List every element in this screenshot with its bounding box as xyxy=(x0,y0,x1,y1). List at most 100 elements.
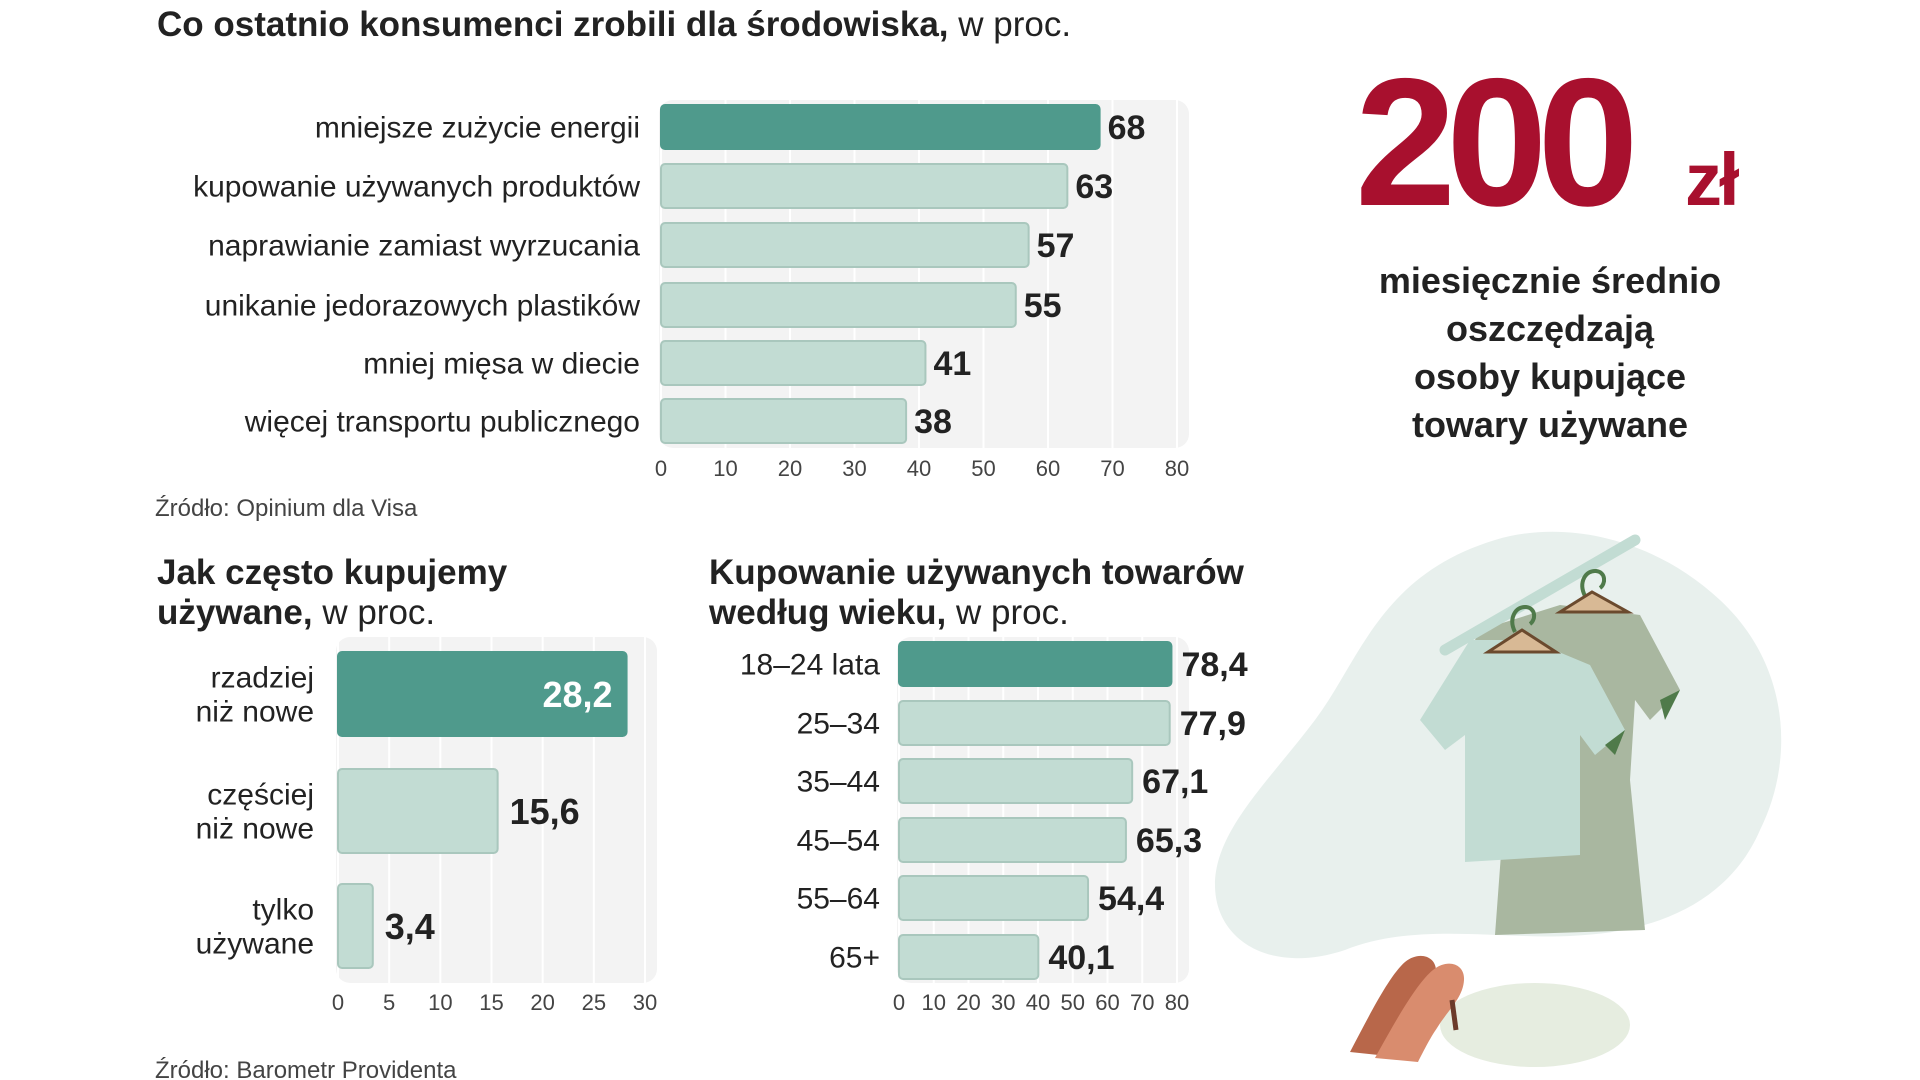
frequency-bar xyxy=(337,768,499,854)
environment-bar xyxy=(660,398,908,444)
environment-category-label: mniejsze zużycie energii xyxy=(315,112,640,145)
chart-age-plot: 78,4 18–24 lata 77,9 25–34 67,1 35–44 65,3 45–5… xyxy=(740,637,1248,1015)
age-bar xyxy=(898,817,1127,863)
environment-bar xyxy=(660,340,927,386)
age-category-label: 25–34 xyxy=(797,708,880,741)
age-bar xyxy=(898,875,1090,921)
environment-value-label: 38 xyxy=(914,403,952,441)
highlight-unit: zł xyxy=(1685,138,1739,221)
frequency-category-label: tylko xyxy=(252,894,314,927)
highlight-number: 200 xyxy=(1355,40,1631,244)
environment-category-label: naprawianie zamiast wyrzucania xyxy=(208,230,640,263)
frequency-value-label: 15,6 xyxy=(510,791,580,832)
age-category-label: 35–44 xyxy=(797,766,880,799)
shoe-left xyxy=(1350,955,1437,1056)
age-tick-label: 80 xyxy=(1165,990,1189,1015)
clothes-illustration xyxy=(1215,531,1782,1067)
frequency-tick-label: 10 xyxy=(428,990,452,1015)
frequency-category-label: używane xyxy=(196,927,314,960)
age-value-label: 65,3 xyxy=(1136,822,1202,860)
environment-value-label: 57 xyxy=(1037,227,1075,265)
environment-tick-label: 80 xyxy=(1165,456,1189,481)
age-bar xyxy=(898,700,1171,746)
frequency-tick-label: 30 xyxy=(633,990,657,1015)
hanger-left xyxy=(1482,628,1562,654)
environment-bar xyxy=(660,222,1030,268)
age-category-label: 18–24 lata xyxy=(740,649,880,682)
age-value-label: 54,4 xyxy=(1098,880,1164,918)
environment-tick-label: 20 xyxy=(778,456,802,481)
chart-environment-title: Co ostatnio konsumenci zrobili dla środo… xyxy=(157,5,1071,44)
age-bar xyxy=(898,758,1134,804)
environment-tick-label: 30 xyxy=(842,456,866,481)
frequency-tick-label: 25 xyxy=(582,990,606,1015)
chart-frequency-title-line2: używane, w proc. xyxy=(157,593,435,632)
highlight-caption-line1: miesięcznie średnio xyxy=(1379,260,1721,301)
age-value-label: 78,4 xyxy=(1181,646,1247,684)
environment-category-label: więcej transportu publicznego xyxy=(244,406,640,439)
environment-tick-label: 50 xyxy=(971,456,995,481)
age-tick-label: 50 xyxy=(1061,990,1085,1015)
environment-tick-label: 10 xyxy=(713,456,737,481)
age-tick-label: 20 xyxy=(956,990,980,1015)
chart-frequency-source: Źródło: Barometr Providenta xyxy=(155,1057,457,1080)
age-tick-label: 30 xyxy=(991,990,1015,1015)
chart-age: Kupowanie używanych towarów według wieku… xyxy=(708,553,1248,1015)
environment-tick-label: 0 xyxy=(655,456,667,481)
shoe-right xyxy=(1375,963,1465,1062)
shoe-heel xyxy=(1449,999,1459,1031)
dress-sleeve-shadow xyxy=(1660,690,1680,720)
environment-category-label: mniej mięsa w diecie xyxy=(363,348,640,381)
environment-category-label: unikanie jedorazowych plastików xyxy=(205,290,641,323)
age-bar xyxy=(898,641,1173,687)
frequency-category-label: rzadziej xyxy=(211,662,314,695)
tshirt-sleeve-shadow xyxy=(1605,730,1625,755)
environment-bar xyxy=(660,104,1101,150)
shoe-shadow xyxy=(1440,983,1630,1067)
age-category-label: 45–54 xyxy=(797,825,880,858)
age-tick-label: 70 xyxy=(1130,990,1154,1015)
highlight-stat: 200 zł miesięcznie średnio oszczędzają o… xyxy=(1355,40,1742,445)
environment-tick-label: 40 xyxy=(907,456,931,481)
age-tick-label: 40 xyxy=(1026,990,1050,1015)
highlight-caption-line2: oszczędzają xyxy=(1446,308,1655,349)
frequency-category-label: niż nowe xyxy=(196,695,314,728)
chart-environment: Co ostatnio konsumenci zrobili dla środo… xyxy=(155,5,1189,522)
age-bar xyxy=(898,934,1040,980)
environment-category-label: kupowanie używanych produktów xyxy=(193,171,640,204)
age-tick-label: 60 xyxy=(1095,990,1119,1015)
frequency-value-label: 28,2 xyxy=(543,674,613,715)
environment-value-label: 55 xyxy=(1024,287,1062,325)
age-value-label: 77,9 xyxy=(1180,705,1246,743)
clothes-rack-bar xyxy=(1439,534,1641,656)
environment-tick-label: 70 xyxy=(1100,456,1124,481)
environment-value-label: 68 xyxy=(1108,109,1146,147)
frequency-bar xyxy=(337,651,628,737)
age-tick-label: 0 xyxy=(893,990,905,1015)
highlight-caption-line4: towary używane xyxy=(1412,404,1688,445)
hanger-hook-right xyxy=(1580,569,1607,597)
environment-value-label: 63 xyxy=(1075,168,1113,206)
age-value-label: 67,1 xyxy=(1142,763,1208,801)
chart-frequency: Jak często kupujemy używane, w proc. 28,… xyxy=(155,553,657,1080)
age-tick-label: 10 xyxy=(922,990,946,1015)
age-category-label: 65+ xyxy=(829,942,880,975)
chart-environment-plot: 68 mniejsze zużycie energii 63 kupowanie uż… xyxy=(193,100,1189,481)
chart-frequency-title-line1: Jak często kupujemy xyxy=(157,553,508,592)
highlight-caption-line3: osoby kupujące xyxy=(1414,356,1686,397)
environment-plot-background xyxy=(659,100,1189,448)
frequency-tick-label: 5 xyxy=(383,990,395,1015)
environment-tick-label: 60 xyxy=(1036,456,1060,481)
frequency-tick-label: 15 xyxy=(479,990,503,1015)
environment-bar xyxy=(660,163,1069,209)
environment-value-label: 41 xyxy=(933,345,971,383)
mint-tshirt xyxy=(1420,640,1625,862)
chart-age-title-line2: według wieku, w proc. xyxy=(708,593,1069,632)
environment-bar xyxy=(660,282,1017,328)
frequency-category-label: niż nowe xyxy=(196,812,314,845)
age-category-label: 55–64 xyxy=(797,883,880,916)
frequency-tick-label: 20 xyxy=(530,990,554,1015)
frequency-value-label: 3,4 xyxy=(385,906,435,947)
chart-environment-source: Źródło: Opinium dla Visa xyxy=(155,495,418,522)
